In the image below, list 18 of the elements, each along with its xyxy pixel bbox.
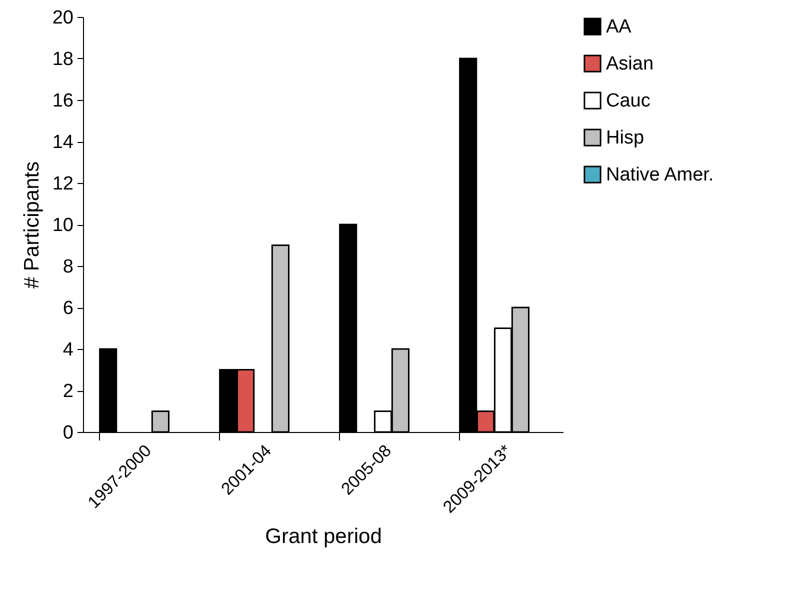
legend-label: Native Amer. <box>606 164 714 186</box>
y-tick-label: 6 <box>62 298 74 319</box>
y-tick-label: 18 <box>52 49 74 70</box>
y-tick-label: 14 <box>52 132 74 153</box>
legend-label: AA <box>606 16 632 38</box>
legend-label: Cauc <box>606 90 650 112</box>
y-tick-label: 4 <box>62 340 74 360</box>
y-axis-title: # Participants <box>20 161 44 289</box>
y-tick-label: 16 <box>52 90 74 112</box>
y-tick-label: 8 <box>62 256 74 278</box>
legend-label: Asian <box>606 54 654 74</box>
x-axis-title: Grant period <box>265 524 382 548</box>
y-tick-label: 10 <box>52 215 74 236</box>
y-tick-label: 12 <box>52 174 74 194</box>
y-tick-label: 20 <box>52 8 74 28</box>
y-tick-label: 0 <box>62 422 74 444</box>
legend-label: Hisp <box>606 128 644 148</box>
y-tick-label: 2 <box>62 381 74 402</box>
